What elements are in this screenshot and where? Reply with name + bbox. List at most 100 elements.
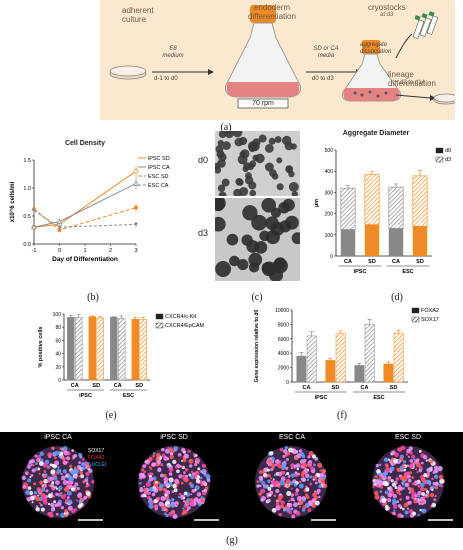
nucleus-dot <box>383 470 389 476</box>
nucleus-dot <box>407 455 410 458</box>
nucleus-dot <box>282 509 286 512</box>
nucleus-dot <box>151 492 156 497</box>
nucleus-dot <box>35 462 38 465</box>
nucleus-dot <box>277 471 283 477</box>
nucleus-dot <box>417 494 421 498</box>
y-axis-label: % positive cells <box>38 327 44 368</box>
nucleus-dot <box>263 485 267 489</box>
nucleus-dot <box>258 484 262 488</box>
nucleus-dot <box>305 485 308 489</box>
nucleus-dot <box>303 497 306 500</box>
nucleus-dot <box>166 504 171 508</box>
nucleus-dot <box>307 462 313 468</box>
nucleus-dot <box>42 462 48 468</box>
nucleus-dot <box>384 502 388 505</box>
nucleus-dot <box>290 467 293 470</box>
nucleus-dot <box>60 512 66 518</box>
nucleus-dot <box>151 462 156 467</box>
nucleus-dot <box>309 482 313 486</box>
nucleus-dot <box>278 493 282 497</box>
nucleus-dot <box>194 470 200 476</box>
nucleus-dot <box>318 495 321 499</box>
nucleus-dot <box>195 457 200 463</box>
nucleus-dot <box>284 446 288 450</box>
nucleus-dot <box>409 487 415 493</box>
nucleus-dot <box>62 479 68 486</box>
nucleus-dot <box>42 496 48 502</box>
nucleus-dot <box>271 460 275 464</box>
nucleus-dot <box>201 490 204 493</box>
lineage-days: d3 to d14 <box>400 80 426 86</box>
nucleus-dot <box>419 496 425 502</box>
nucleus-dot <box>186 508 189 512</box>
nucleus-dot <box>269 490 274 495</box>
category-label: CA <box>392 259 400 265</box>
aggregate-blob <box>282 198 295 212</box>
group-label: ESC <box>402 269 413 275</box>
panel-c-label: (c) <box>251 292 263 303</box>
category-label: SD <box>92 383 100 389</box>
day-range-1: d-1 to d0 <box>154 76 178 82</box>
aggregate-blob <box>248 262 260 273</box>
nucleus-dot <box>158 467 162 471</box>
nucleus-dot <box>313 463 316 467</box>
nucleus-dot <box>278 512 282 517</box>
immunostain-strip <box>0 432 463 528</box>
nucleus-dot <box>392 504 398 509</box>
nucleus-dot <box>288 499 291 503</box>
nucleus-dot <box>397 448 401 451</box>
nucleus-dot <box>275 499 279 503</box>
stain-title-3: ESC CA <box>278 434 306 441</box>
nucleus-dot <box>425 490 430 494</box>
group-label: iPSC <box>79 393 92 399</box>
nucleus-dot <box>260 488 266 494</box>
medium-sd-ca: SD or CA media <box>313 46 339 59</box>
group-label: ESC <box>123 393 134 399</box>
nucleus-dot <box>280 500 285 505</box>
stain-title-1: iPSC CA <box>44 434 72 441</box>
nucleus-dot <box>303 459 307 463</box>
nucleus-dot <box>304 503 310 508</box>
nucleus-dot <box>417 491 422 496</box>
nucleus-dot <box>321 468 327 474</box>
nucleus-dot <box>301 454 306 459</box>
nucleus-dot <box>164 493 168 497</box>
stage-cryostocks: cryostocks <box>368 3 406 12</box>
aggregate-blob <box>221 178 230 187</box>
nucleus-dot <box>51 446 55 450</box>
nucleus-dot <box>201 469 205 472</box>
nucleus-dot <box>78 461 82 464</box>
data-point <box>134 222 138 227</box>
panel-d-title: Aggregate Diameter <box>342 130 410 137</box>
nucleus-dot <box>190 493 193 496</box>
bar-d3 <box>412 175 428 227</box>
nucleus-dot <box>165 513 169 518</box>
nucleus-dot <box>288 503 293 507</box>
nucleus-dot <box>187 449 191 453</box>
y-tick-label: 2000 <box>278 366 289 372</box>
data-point <box>31 224 37 230</box>
category-label: CA <box>114 383 122 389</box>
category-label: SD <box>332 385 340 391</box>
legend-swatch <box>435 156 444 163</box>
nucleus-dot <box>79 470 84 475</box>
nucleus-dot <box>415 462 421 468</box>
data-point <box>32 208 36 213</box>
nucleus-dot <box>271 484 275 487</box>
aggregate-blob <box>242 205 258 221</box>
row-label-d3: d3 <box>198 228 209 238</box>
nucleus-dot <box>281 470 286 475</box>
nucleus-dot <box>139 488 144 493</box>
nucleus-dot <box>166 483 169 487</box>
nucleus-dot <box>152 487 157 492</box>
nucleus-dot <box>316 472 321 478</box>
panel-g-label: (g) <box>226 535 238 546</box>
nucleus-dot <box>45 489 49 493</box>
spinner-flask-icon <box>225 5 301 109</box>
aggregate-blob <box>241 234 253 246</box>
nucleus-dot <box>50 502 55 508</box>
panel-b-label: (b) <box>87 292 99 303</box>
nucleus-dot <box>148 476 154 482</box>
nucleus-dot <box>298 500 304 506</box>
nucleus-dot <box>311 498 317 503</box>
